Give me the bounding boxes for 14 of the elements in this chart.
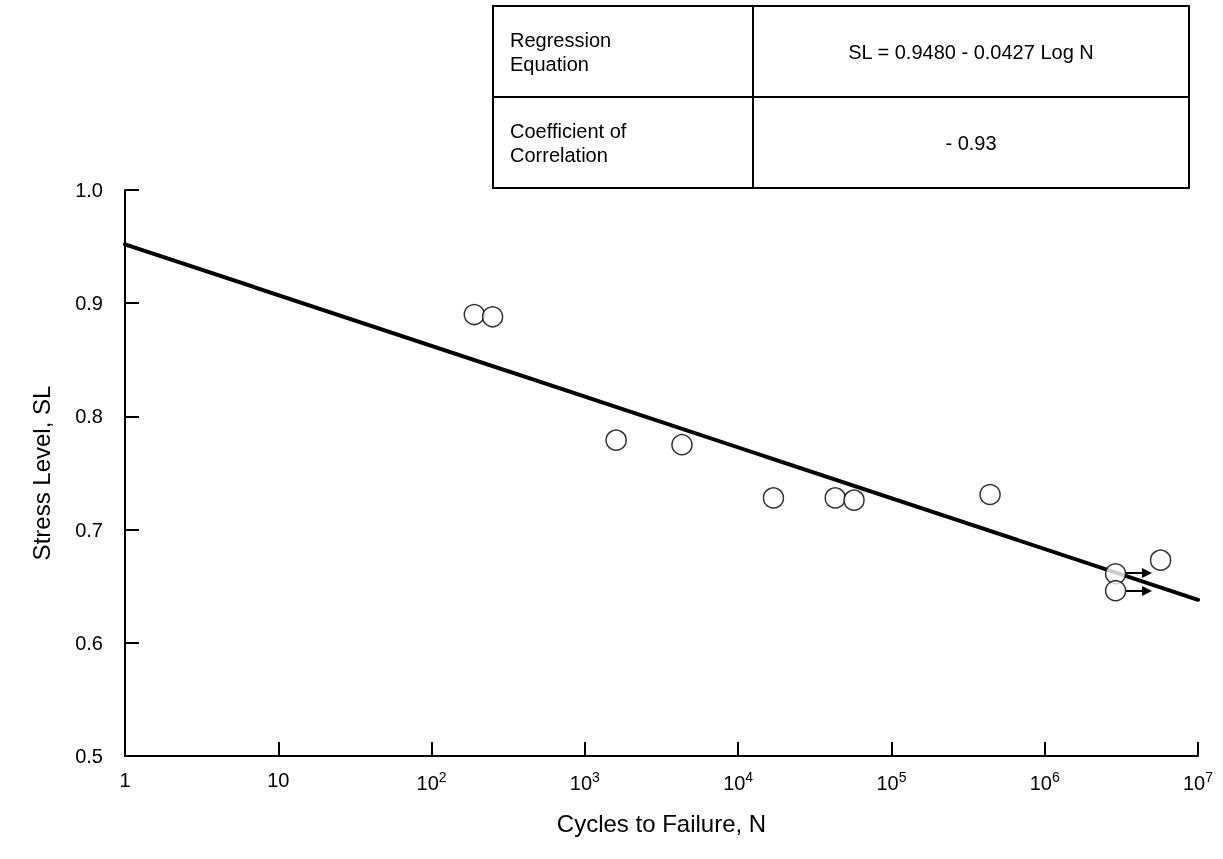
y-tick-label: 0.9 xyxy=(75,292,103,315)
y-tick-label: 0.7 xyxy=(75,518,103,541)
y-axis-title: Stress Level, SL xyxy=(27,385,55,561)
text: Coefficient of Correlation xyxy=(493,97,753,188)
y-tick-label: 0.6 xyxy=(75,631,103,654)
text: Regression Equation xyxy=(493,6,753,97)
y-tick-label: 0.5 xyxy=(75,745,103,767)
x-tick-label: 10 xyxy=(267,769,290,791)
text: - 0.93 xyxy=(753,97,1189,188)
text: SL = 0.9480 - 0.0427 Log N xyxy=(753,6,1189,97)
y-tick-label: 1.0 xyxy=(75,179,103,201)
x-tick-label: 1 xyxy=(119,769,131,791)
y-tick-label: 0.8 xyxy=(75,405,103,428)
x-axis-title: Cycles to Failure, N xyxy=(556,809,767,837)
